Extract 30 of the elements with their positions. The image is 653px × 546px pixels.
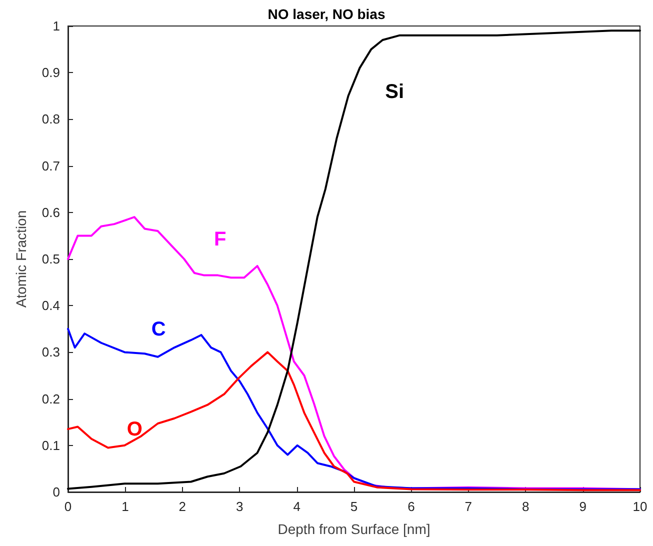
chart-title: NO laser, NO bias	[268, 6, 386, 22]
series-label: C	[151, 318, 166, 341]
y-tick-label: 0.3	[42, 344, 60, 360]
y-tick-label: 0.1	[42, 438, 60, 453]
series-label: O	[126, 418, 142, 440]
series-label: F	[214, 228, 226, 250]
x-tick-label: 0	[64, 499, 72, 514]
x-tick-label: 9	[579, 499, 586, 514]
y-tick-label: 0.7	[42, 158, 60, 174]
x-tick-label: 8	[522, 499, 530, 514]
x-tick-label: 5	[350, 499, 358, 514]
y-tick-label: 0.6	[42, 204, 60, 220]
x-tick-label: 10	[632, 499, 648, 514]
x-tick-label: 4	[293, 499, 300, 514]
y-tick-label: 0.8	[42, 112, 60, 127]
x-tick-label: 7	[464, 499, 472, 514]
y-tick-label: 1	[52, 18, 60, 34]
x-tick-label: 6	[408, 499, 415, 514]
y-tick-label: 0	[52, 484, 60, 500]
y-axis-title: Atomic Fraction	[13, 210, 29, 308]
x-tick-label: 2	[178, 499, 186, 514]
y-tick-label: 0.5	[42, 252, 60, 266]
series-label: Si	[385, 80, 404, 103]
x-tick-label: 3	[236, 499, 244, 514]
y-tick-label: 0.9	[42, 65, 60, 80]
x-axis-title: Depth from Surface [nm]	[278, 521, 430, 537]
x-tick-label: 1	[122, 499, 129, 514]
y-tick-label: 0.2	[42, 391, 60, 406]
line-series	[67, 30, 641, 490]
y-tick-label: 0.4	[42, 298, 60, 314]
